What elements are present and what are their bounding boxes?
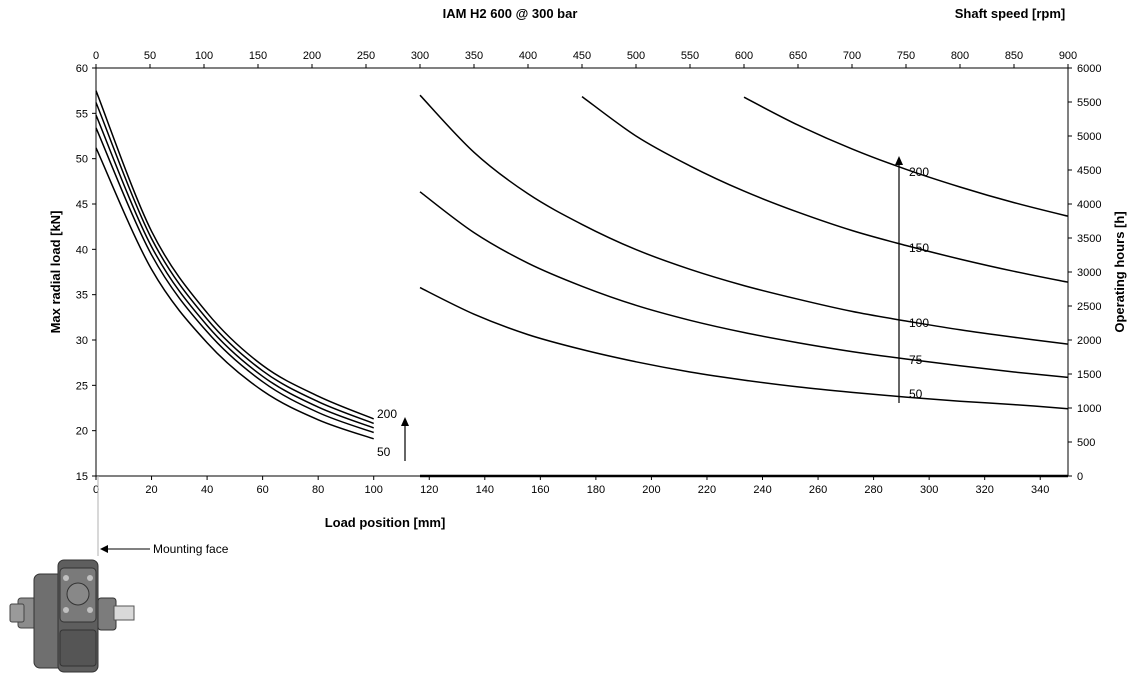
top-tick-label: 50 bbox=[144, 50, 156, 62]
right-tick-label: 4500 bbox=[1077, 165, 1101, 177]
top-tick-label: 700 bbox=[843, 50, 861, 62]
bottom-tick-label: 0 bbox=[93, 484, 99, 496]
operating-hours-curve-150 bbox=[581, 95, 1068, 283]
radial-load-curve-0 bbox=[95, 90, 374, 420]
left-tick-label: 35 bbox=[76, 290, 88, 302]
bottom-tick-label: 300 bbox=[920, 484, 938, 496]
radial-load-curve-3 bbox=[95, 127, 374, 434]
top-tick-label: 100 bbox=[195, 50, 213, 62]
right-tick-label: 0 bbox=[1077, 471, 1083, 483]
bottom-tick-label: 60 bbox=[257, 484, 269, 496]
left-tick-label: 30 bbox=[76, 335, 88, 347]
right-tick-label: 3500 bbox=[1077, 233, 1101, 245]
top-tick-label: 850 bbox=[1005, 50, 1023, 62]
left-tick-label: 45 bbox=[76, 199, 88, 211]
operating-hours-curve-100 bbox=[419, 94, 1068, 345]
bottom-tick-label: 20 bbox=[145, 484, 157, 496]
chart-title: IAM H2 600 @ 300 bar bbox=[443, 6, 578, 21]
right-tick-label: 1000 bbox=[1077, 403, 1101, 415]
right-axis-label: Operating hours [h] bbox=[1112, 211, 1127, 332]
bottom-tick-label: 220 bbox=[698, 484, 716, 496]
bottom-tick-label: 180 bbox=[587, 484, 605, 496]
top-tick-label: 400 bbox=[519, 50, 537, 62]
right-tick-label: 4000 bbox=[1077, 199, 1101, 211]
right-arrow bbox=[895, 156, 903, 403]
bottom-tick-label: 100 bbox=[365, 484, 383, 496]
operating-hours-curve-50 bbox=[419, 286, 1068, 410]
chart-curves bbox=[95, 90, 1068, 440]
left-tick-label: 40 bbox=[76, 244, 88, 256]
right-arrow-label-75: 75 bbox=[909, 353, 923, 367]
bottom-tick-label: 340 bbox=[1031, 484, 1049, 496]
left-arrow bbox=[401, 417, 409, 461]
right-tick-label: 1500 bbox=[1077, 369, 1101, 381]
right-arrow-label-150: 150 bbox=[909, 241, 929, 255]
chart-ticks: 0 20 40 60 80 100 120 140 160 180 200 220 240 260 280 3… bbox=[76, 50, 1102, 496]
top-tick-label: 350 bbox=[465, 50, 483, 62]
bottom-tick-label: 280 bbox=[864, 484, 882, 496]
bottom-tick-label: 40 bbox=[201, 484, 213, 496]
left-tick-label: 50 bbox=[76, 154, 88, 166]
top-tick-label: 250 bbox=[357, 50, 375, 62]
top-tick-label: 300 bbox=[411, 50, 429, 62]
top-tick-label: 800 bbox=[951, 50, 969, 62]
top-tick-label: 750 bbox=[897, 50, 915, 62]
top-tick-label: 200 bbox=[303, 50, 321, 62]
bottom-tick-label: 200 bbox=[642, 484, 660, 496]
top-tick-label: 150 bbox=[249, 50, 267, 62]
top-tick-label: 550 bbox=[681, 50, 699, 62]
top-tick-label: 650 bbox=[789, 50, 807, 62]
top-tick-label: 900 bbox=[1059, 50, 1077, 62]
left-arrow-label-bottom: 50 bbox=[377, 445, 391, 459]
left-tick-label: 55 bbox=[76, 108, 88, 120]
mounting-face-label: Mounting face bbox=[153, 542, 229, 556]
right-tick-label: 2000 bbox=[1077, 335, 1101, 347]
right-tick-label: 3000 bbox=[1077, 267, 1101, 279]
left-tick-label: 20 bbox=[76, 426, 88, 438]
left-axis-label: Max radial load [kN] bbox=[48, 211, 63, 334]
right-tick-label: 5500 bbox=[1077, 97, 1101, 109]
left-tick-label: 60 bbox=[76, 63, 88, 75]
bottom-tick-label: 140 bbox=[476, 484, 494, 496]
top-tick-label: 450 bbox=[573, 50, 591, 62]
bottom-tick-label: 160 bbox=[531, 484, 549, 496]
right-arrow-label-50: 50 bbox=[909, 387, 923, 401]
top-tick-label: 600 bbox=[735, 50, 753, 62]
top-tick-label: 500 bbox=[627, 50, 645, 62]
bottom-tick-label: 320 bbox=[976, 484, 994, 496]
hydraulic-motor-icon bbox=[9, 559, 135, 673]
right-arrow-label-100: 100 bbox=[909, 316, 929, 330]
bottom-tick-label: 80 bbox=[312, 484, 324, 496]
right-tick-label: 2500 bbox=[1077, 301, 1101, 313]
radial-load-curve-2 bbox=[95, 114, 374, 429]
bottom-tick-label: 120 bbox=[420, 484, 438, 496]
left-tick-label: 15 bbox=[76, 471, 88, 483]
right-tick-label: 500 bbox=[1077, 437, 1095, 449]
left-arrow-label-top: 200 bbox=[377, 407, 397, 421]
bottom-axis-label: Load position [mm] bbox=[325, 515, 446, 530]
bottom-tick-label: 240 bbox=[753, 484, 771, 496]
right-tick-label: 5000 bbox=[1077, 131, 1101, 143]
top-tick-label: 0 bbox=[93, 50, 99, 62]
left-tick-label: 25 bbox=[76, 380, 88, 392]
right-tick-label: 6000 bbox=[1077, 63, 1101, 75]
right-arrow-label-200: 200 bbox=[909, 165, 929, 179]
operating-hours-curve-200 bbox=[743, 96, 1068, 217]
bottom-tick-label: 260 bbox=[809, 484, 827, 496]
radial-load-curve-1 bbox=[95, 102, 374, 425]
chart-axes bbox=[95, 67, 1069, 478]
operating-hours-curve-75 bbox=[419, 191, 1068, 379]
mounting-face-arrow bbox=[100, 545, 150, 553]
radial-load-curve-4 bbox=[95, 147, 374, 440]
top-axis-label: Shaft speed [rpm] bbox=[955, 6, 1066, 21]
